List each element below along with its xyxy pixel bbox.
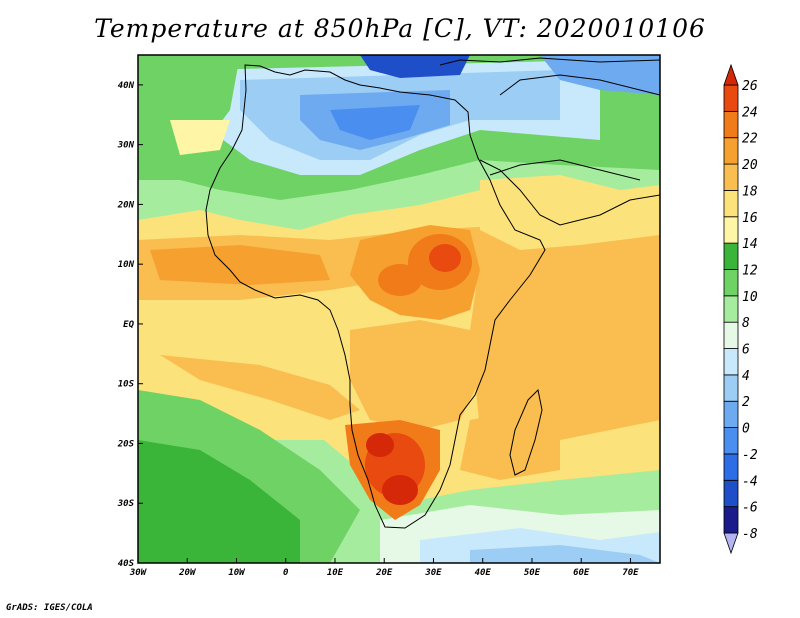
colorbar-label: 20 xyxy=(742,158,758,173)
colorbar-bin xyxy=(723,479,739,508)
colorbar-label: 2 xyxy=(742,395,750,410)
coastlines xyxy=(205,57,660,529)
colorbar-label: -4 xyxy=(742,474,758,489)
colorbar-bin xyxy=(723,506,739,534)
x-tick-label: 10E xyxy=(327,568,344,578)
x-tick-label: 20E xyxy=(375,568,393,578)
colorbar-label: -2 xyxy=(742,448,758,463)
colorbar-label: 24 xyxy=(742,105,758,120)
colorbar-bin xyxy=(723,374,739,402)
colorbar-bin xyxy=(723,400,739,428)
y-axis: 40S 30S 20S 10S EQ 10N 20N 30N 40N xyxy=(117,81,143,569)
colorbar-label: 16 xyxy=(742,211,758,226)
x-tick-label: 0 xyxy=(283,568,289,578)
x-tick-label: 50E xyxy=(524,568,541,578)
colorbar-label: 14 xyxy=(742,237,758,252)
colorbar-label: -8 xyxy=(742,527,758,542)
x-tick-label: 10W xyxy=(228,568,246,578)
colorbar-bin xyxy=(723,532,739,555)
x-tick-label: 60E xyxy=(573,568,590,578)
colorbar-bin xyxy=(723,163,739,191)
y-tick-label: 10S xyxy=(118,380,135,390)
x-tick-label: 30E xyxy=(424,568,442,578)
colorbar-label: 8 xyxy=(742,316,750,331)
colorbar-bin xyxy=(723,137,739,165)
y-tick-label: EQ xyxy=(123,320,134,330)
y-tick-label: 40S xyxy=(118,559,135,569)
colorbar-bin xyxy=(723,242,739,270)
colorbar-bin xyxy=(723,453,739,481)
y-tick-label: 20S xyxy=(117,439,135,449)
colorbar-bin xyxy=(723,63,739,86)
colorbar-label: 0 xyxy=(742,422,750,437)
x-tick-label: 40E xyxy=(475,568,492,578)
colorbar-label: 26 xyxy=(742,79,758,94)
y-tick-label: 10N xyxy=(118,260,135,270)
colorbar-bin xyxy=(723,321,739,349)
y-tick-label: 30S xyxy=(117,499,135,509)
colorbar-bin xyxy=(723,295,739,323)
colorbar-label: 18 xyxy=(742,184,758,199)
footer-credit: GrADS: IGES/COLA xyxy=(6,603,93,613)
colorbar-bin xyxy=(723,348,739,376)
temperature-field xyxy=(138,55,660,563)
x-tick-label: 70E xyxy=(622,568,639,578)
plot-frame xyxy=(137,54,661,564)
chart-title: Temperature at 850hPa [C], VT: 202001010… xyxy=(94,14,706,43)
colorbar-label: 4 xyxy=(742,369,750,384)
colorbar-bin xyxy=(723,110,739,139)
colorbar-label: 22 xyxy=(742,132,758,147)
colorbar-bin xyxy=(723,216,739,244)
colorbar-label: 12 xyxy=(742,263,758,278)
colorbar-label: 6 xyxy=(742,343,750,358)
colorbar-bin xyxy=(723,427,739,455)
colorbar-label: -6 xyxy=(742,501,758,516)
colorbar-bin xyxy=(723,190,739,218)
y-tick-label: 20N xyxy=(117,200,135,210)
colorbar-bin xyxy=(723,84,739,112)
x-tick-label: 20W xyxy=(178,568,197,578)
colorbar-bin xyxy=(723,269,739,297)
x-axis: 30W 20W 10W 0 10E 20E 30E 40E 50E 60E 70E xyxy=(129,558,639,578)
y-tick-label: 40N xyxy=(118,81,135,91)
x-tick-label: 30W xyxy=(129,568,148,578)
colorbar-label: 10 xyxy=(742,290,758,305)
y-tick-label: 30N xyxy=(117,141,135,151)
